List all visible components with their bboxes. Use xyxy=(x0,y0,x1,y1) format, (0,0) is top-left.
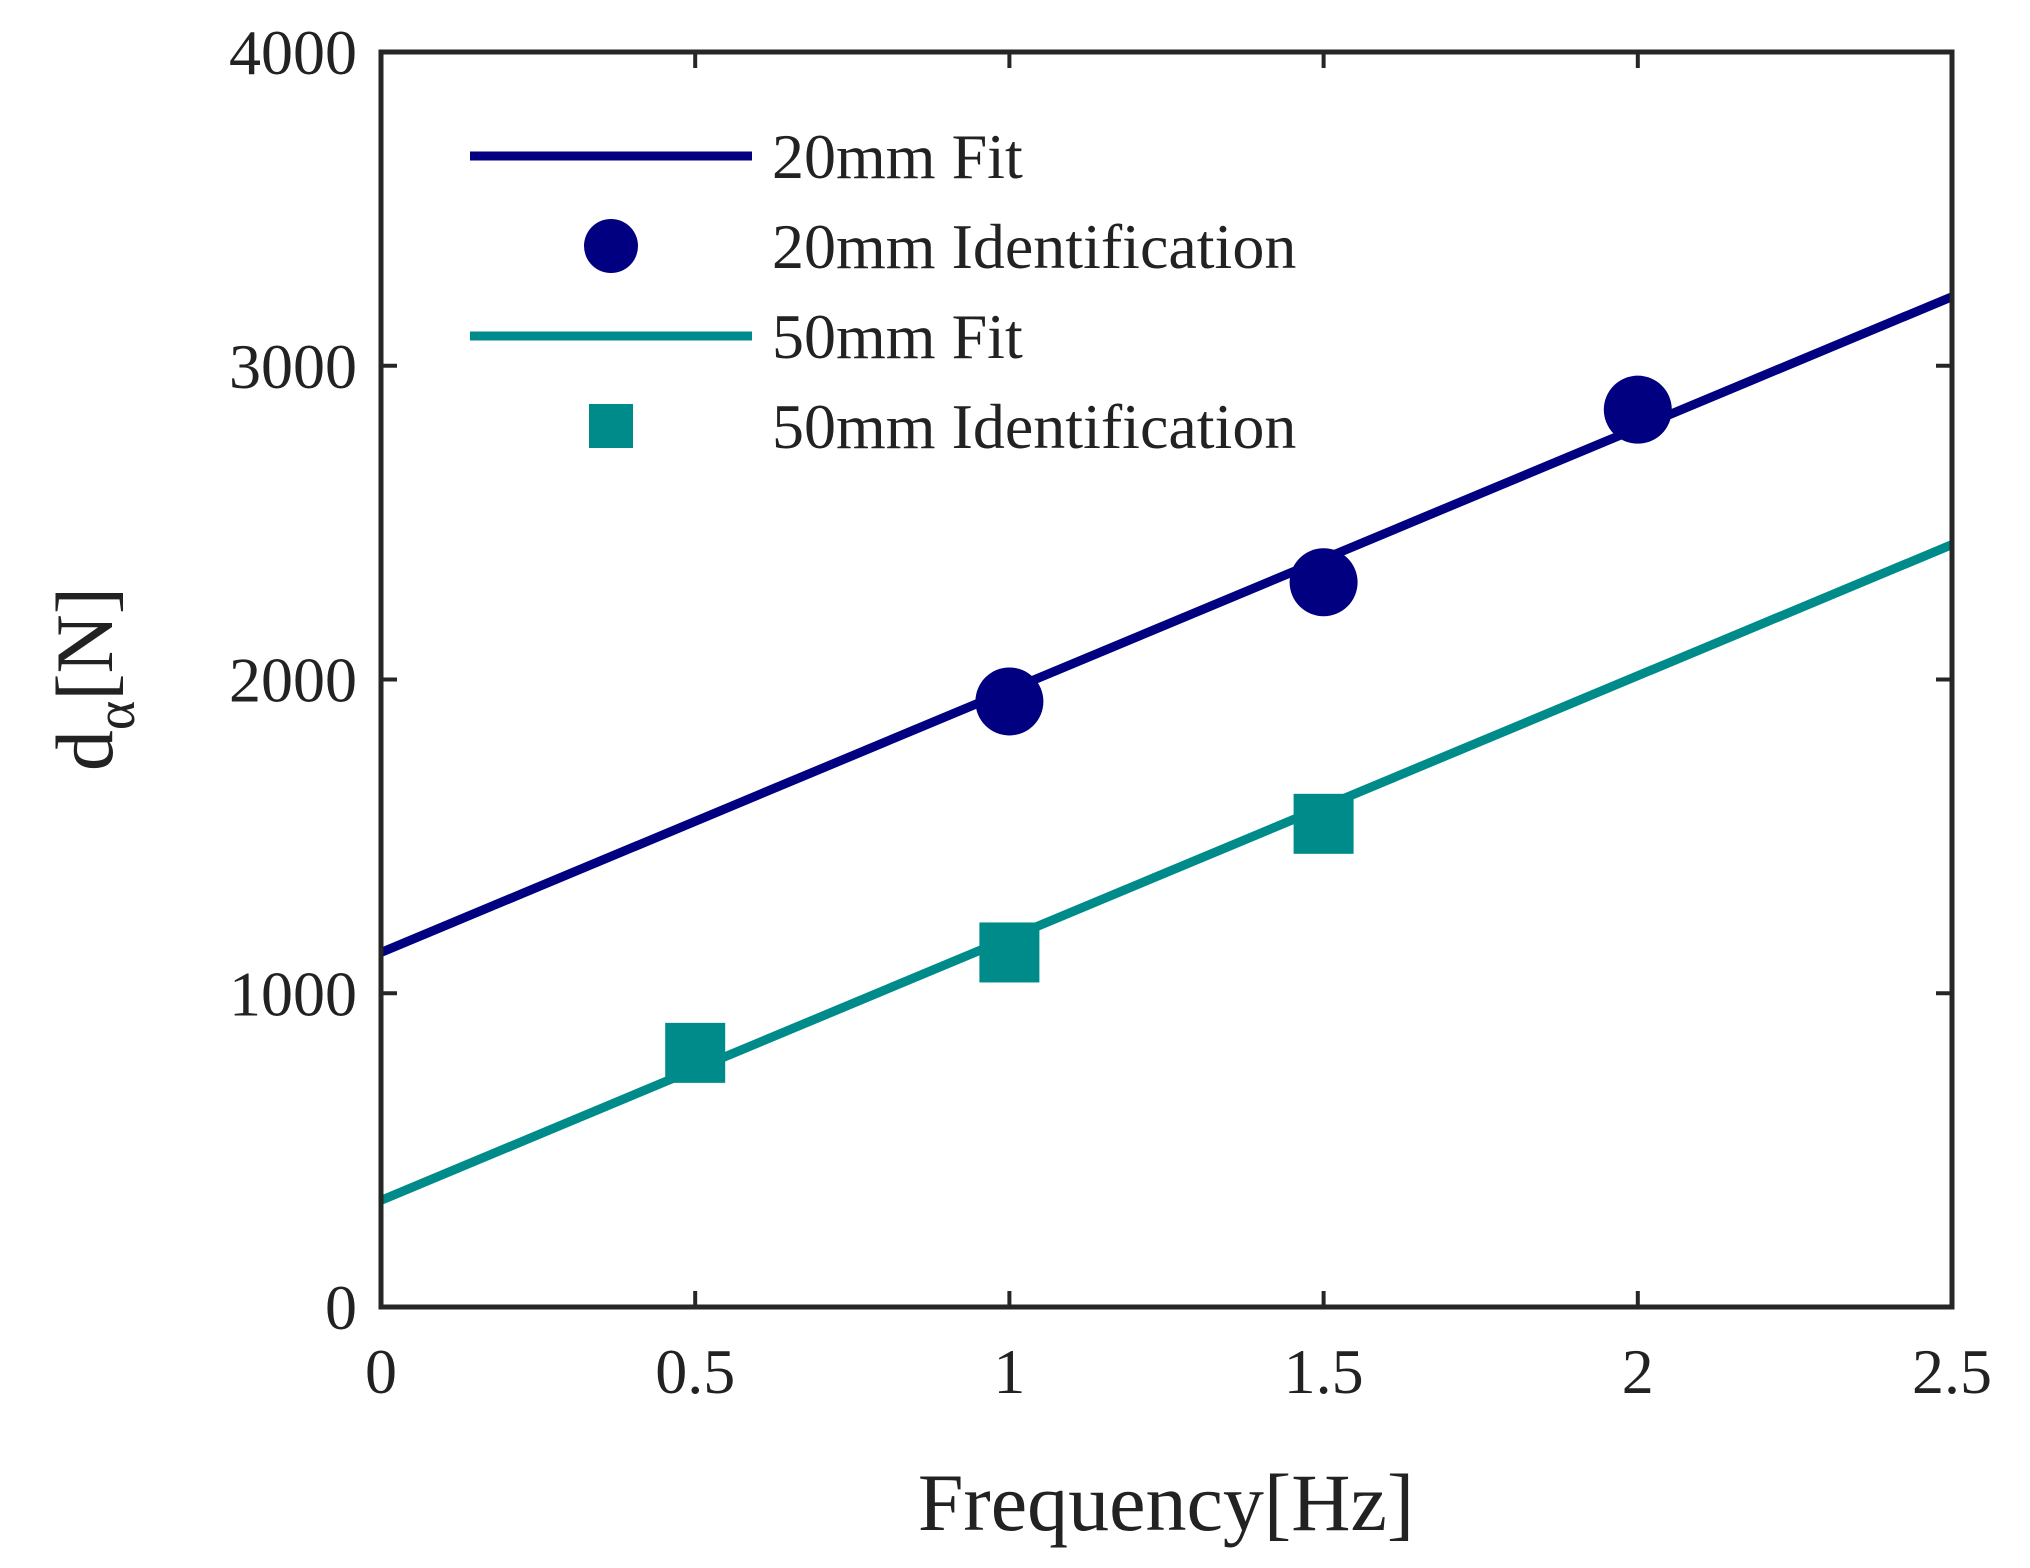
series-20mm-identification-point xyxy=(975,667,1044,736)
legend-20mm-identification-label: 20mm Identification xyxy=(772,211,1296,282)
y-tick-label: 2000 xyxy=(229,645,357,716)
x-tick-label: 2 xyxy=(1622,1336,1654,1407)
x-tick-label: 0.5 xyxy=(655,1336,735,1407)
y-tick-label: 3000 xyxy=(229,331,357,402)
x-tick-label: 1 xyxy=(993,1336,1025,1407)
legend-50mm-fit-label: 50mm Fit xyxy=(772,301,1023,372)
series-50mm-identification-point xyxy=(665,1022,726,1083)
y-axis-title-subscript: α xyxy=(85,701,147,730)
x-tick-label: 1.5 xyxy=(1284,1336,1364,1407)
legend-20mm-fit-label: 20mm Fit xyxy=(772,121,1023,192)
y-tick-label: 4000 xyxy=(229,17,357,88)
legend-50mm-identification-label: 50mm Identification xyxy=(772,391,1296,462)
series-50mm-identification-point xyxy=(979,922,1040,983)
series-20mm-identification-point xyxy=(1603,375,1672,444)
legend-20mm-identification-swatch xyxy=(584,219,638,273)
axis-ticks: 0 0.5 1 1.5 2 2.5 0 1000 2000 3000 4000 xyxy=(229,17,1992,1407)
svg-text:dα[N]: dα[N] xyxy=(39,587,147,771)
series-20mm-identification-point xyxy=(1289,548,1358,617)
series-50mm-fit-line xyxy=(379,540,1954,1205)
x-tick-label: 2.5 xyxy=(1912,1336,1992,1407)
y-axis-title-main: d xyxy=(39,730,130,771)
legend-50mm-identification-swatch xyxy=(589,404,633,448)
y-axis-title-unit: [N] xyxy=(39,587,130,701)
y-tick-label: 0 xyxy=(325,1272,357,1343)
plot-area xyxy=(379,292,1954,1205)
legend: 20mm Fit 20mm Identification 50mm Fit 50mm … xyxy=(470,121,1296,462)
y-axis-title: dα[N] xyxy=(39,587,147,771)
x-axis-title: Frequency[Hz] xyxy=(918,1457,1414,1548)
y-tick-label: 1000 xyxy=(229,958,357,1029)
series-20mm-fit-line xyxy=(379,292,1954,957)
series-50mm-identification-point xyxy=(1293,793,1354,854)
x-tick-label: 0 xyxy=(365,1336,397,1407)
